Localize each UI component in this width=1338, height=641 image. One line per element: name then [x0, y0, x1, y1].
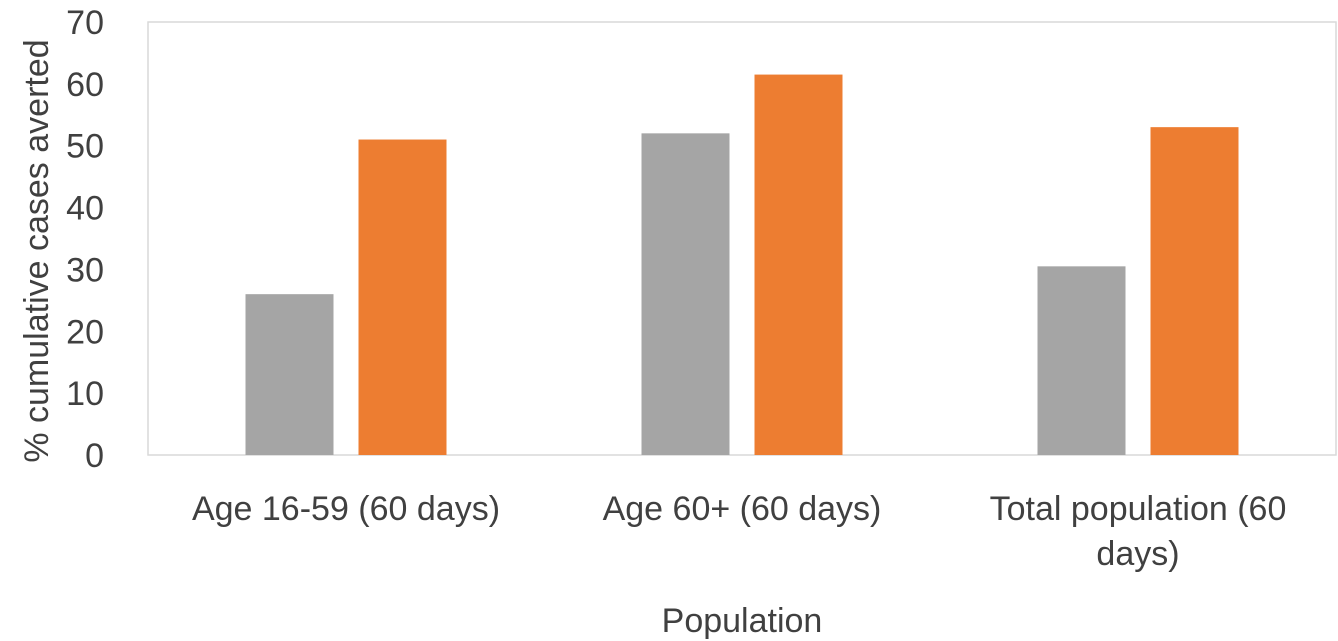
y-tick-label: 20 [66, 313, 104, 351]
x-tick-label: Age 60+ (60 days) [603, 490, 882, 528]
plot-area [147, 21, 1337, 456]
bar-series-1-category-2 [641, 133, 730, 456]
x-tick-label: Age 16-59 (60 days) [192, 490, 500, 528]
bar-series-1-category-3 [1037, 266, 1126, 455]
x-tick-label: Total population (60 days) [990, 490, 1287, 573]
y-tick-label: 70 [66, 4, 104, 42]
y-tick-label: 0 [85, 437, 104, 475]
plot-border [147, 21, 1337, 456]
y-tick-label: 10 [66, 375, 104, 413]
bar-series-2-category-1 [358, 139, 447, 455]
x-axis-title: Population [662, 602, 823, 640]
bar-series-1-category-1 [245, 294, 334, 455]
y-tick-label: 60 [66, 66, 104, 104]
y-axis-ticks: 0 10 20 30 40 50 60 70 [66, 4, 104, 475]
bar-series-2-category-2 [754, 74, 843, 455]
bars [245, 74, 1239, 456]
y-tick-label: 50 [66, 128, 104, 166]
bar-series-2-category-3 [1150, 127, 1239, 456]
y-tick-label: 30 [66, 251, 104, 289]
y-tick-label: 40 [66, 190, 104, 228]
y-axis-title: % cumulative cases averted [18, 39, 56, 462]
x-axis-ticks: Age 16-59 (60 days) Age 60+ (60 days) Tota… [192, 490, 1286, 573]
